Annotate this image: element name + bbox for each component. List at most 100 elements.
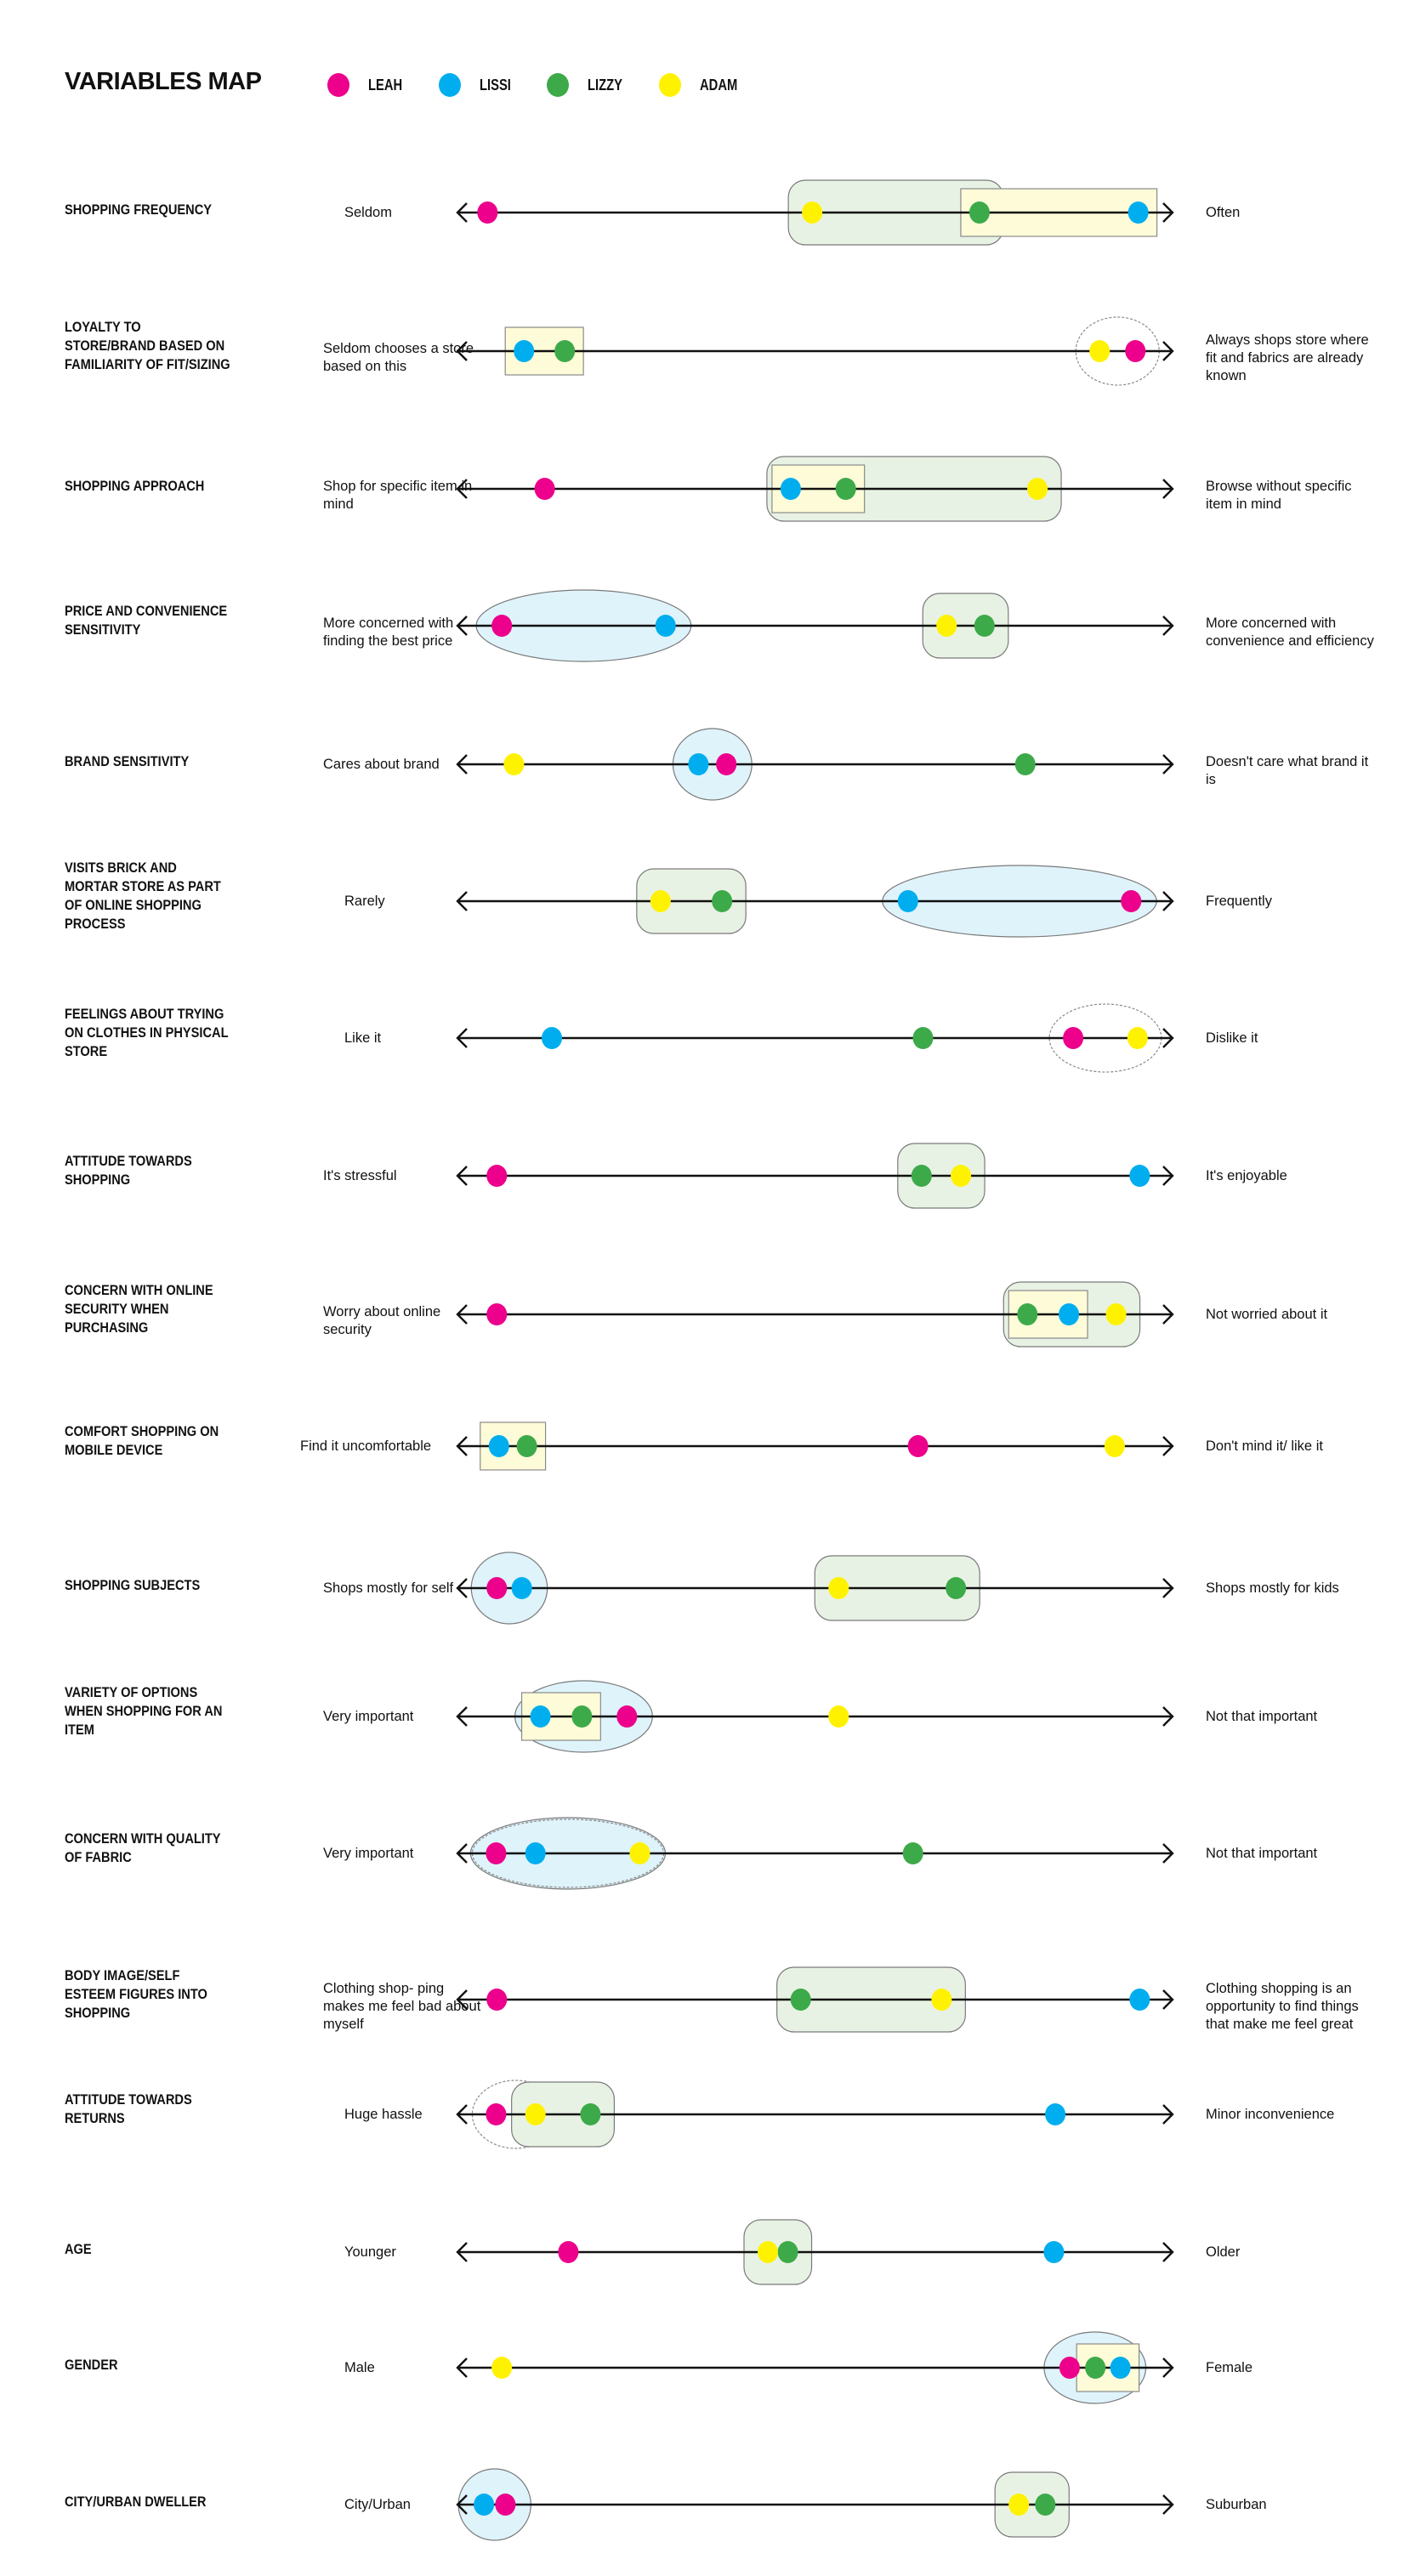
variable-label: ATTITUDE TOWARDS SHOPPING bbox=[65, 1153, 192, 1188]
variable-label: CONCERN WITH ONLINE SECURITY WHEN PURCHA… bbox=[65, 1282, 213, 1336]
legend-label: LIZZY bbox=[588, 76, 623, 94]
dot-lissi bbox=[1129, 1165, 1150, 1187]
left-arrow-icon bbox=[456, 2104, 468, 2125]
dot-adam bbox=[1105, 1303, 1127, 1325]
spectrum-row bbox=[456, 1680, 1174, 1753]
dot-lizzy bbox=[1017, 1303, 1038, 1325]
left-pole-label: Clothing shop- ping makes me feel bad ab… bbox=[323, 1980, 481, 2032]
left-arrow-icon bbox=[456, 891, 468, 911]
dot-lissi bbox=[655, 615, 676, 637]
variable-label: AGE bbox=[65, 2241, 92, 2257]
spectrum-row bbox=[456, 1421, 1174, 1471]
dot-lissi bbox=[474, 2494, 495, 2516]
dot-lissi bbox=[897, 890, 918, 912]
right-pole-label: Always shops store where fit and fabrics… bbox=[1206, 332, 1369, 383]
dot-adam bbox=[1127, 1027, 1148, 1049]
legend-item-leah: LEAH bbox=[327, 73, 410, 97]
right-pole-label: Often bbox=[1206, 204, 1241, 220]
dot-lissi bbox=[1045, 2103, 1066, 2125]
spectrum-row bbox=[456, 589, 1174, 662]
spectrum-row bbox=[456, 728, 1174, 801]
dot-leah bbox=[486, 1577, 508, 1599]
left-pole-label: Younger bbox=[344, 2244, 396, 2260]
dot-adam bbox=[936, 615, 957, 637]
right-pole-label: Shops mostly for kids bbox=[1206, 1580, 1339, 1596]
right-pole-label: Not worried about it bbox=[1206, 1306, 1328, 1322]
spectrum-row bbox=[456, 456, 1174, 522]
dot-lissi bbox=[1128, 201, 1149, 224]
left-arrow-icon bbox=[456, 1166, 468, 1186]
right-pole-label: It's enjoyable bbox=[1206, 1167, 1287, 1183]
left-pole-label: Male bbox=[344, 2359, 375, 2375]
spectrum-row bbox=[456, 1552, 1174, 1625]
left-pole-label: Cares about brand bbox=[323, 756, 440, 772]
dot-lizzy bbox=[554, 340, 576, 362]
dot-adam bbox=[1089, 340, 1110, 362]
variable-label: VISITS BRICK AND MORTAR STORE AS PART OF… bbox=[65, 860, 221, 932]
spectrum-row bbox=[456, 2219, 1174, 2285]
right-pole-label: Don't mind it/ like it bbox=[1206, 1438, 1323, 1454]
right-pole-label: Not that important bbox=[1206, 1845, 1318, 1861]
left-arrow-icon bbox=[456, 202, 468, 223]
dot-lissi bbox=[542, 1027, 563, 1049]
dot-adam bbox=[525, 2103, 546, 2125]
right-pole-label: Clothing shopping is an opportunity to f… bbox=[1206, 1980, 1359, 2032]
dot-lissi bbox=[514, 340, 535, 362]
dot-lizzy bbox=[1014, 753, 1036, 775]
right-arrow-icon bbox=[1162, 1436, 1174, 1456]
dot-lissi bbox=[511, 1577, 532, 1599]
dot-lizzy bbox=[1085, 2357, 1106, 2379]
left-arrow-icon bbox=[456, 2242, 468, 2262]
adam-dot-icon bbox=[659, 73, 682, 97]
dot-lizzy bbox=[580, 2103, 601, 2125]
dot-adam bbox=[828, 1577, 849, 1599]
right-pole-label: Older bbox=[1206, 2244, 1241, 2260]
right-pole-label: More concerned with convenience and effi… bbox=[1206, 616, 1374, 649]
dot-lissi bbox=[530, 1705, 551, 1728]
left-pole-label: Seldom chooses a store based on this bbox=[323, 341, 474, 374]
legend: LEAH LISSI LIZZY ADAM bbox=[327, 73, 775, 97]
spectrum-row bbox=[456, 1281, 1174, 1348]
left-pole-label: Shops mostly for self bbox=[323, 1580, 454, 1596]
dot-lizzy bbox=[974, 615, 995, 637]
spectrum-row bbox=[456, 1817, 1174, 1890]
dot-leah bbox=[491, 615, 513, 637]
dot-adam bbox=[951, 1165, 972, 1187]
right-arrow-icon bbox=[1162, 2104, 1174, 2125]
dot-leah bbox=[486, 1989, 508, 2011]
dot-leah bbox=[1125, 340, 1146, 362]
right-arrow-icon bbox=[1162, 616, 1174, 636]
variable-label: SHOPPING SUBJECTS bbox=[65, 1577, 201, 1593]
right-arrow-icon bbox=[1162, 341, 1174, 361]
variable-label: GENDER bbox=[65, 2357, 118, 2373]
right-pole-label: Doesn't care what brand it is bbox=[1206, 754, 1369, 787]
left-arrow-icon bbox=[456, 616, 468, 636]
left-arrow-icon bbox=[456, 2494, 468, 2515]
dot-adam bbox=[757, 2241, 778, 2263]
left-pole-label: More concerned with finding the best pri… bbox=[323, 616, 454, 649]
dot-lizzy bbox=[968, 201, 990, 224]
variable-label: VARIETY OF OPTIONS WHEN SHOPPING FOR AN … bbox=[65, 1684, 223, 1738]
left-arrow-icon bbox=[456, 1843, 468, 1864]
right-arrow-icon bbox=[1162, 754, 1174, 775]
spectrum-row bbox=[456, 2468, 1174, 2541]
dot-adam bbox=[503, 753, 525, 775]
dot-lizzy bbox=[712, 890, 733, 912]
right-arrow-icon bbox=[1162, 2494, 1174, 2515]
left-pole-label: Rarely bbox=[344, 893, 385, 909]
variable-label: CONCERN WITH QUALITY OF FABRIC bbox=[65, 1830, 221, 1865]
legend-label: ADAM bbox=[700, 76, 738, 94]
left-pole-label: Shop for specific item in mind bbox=[323, 479, 473, 512]
dot-leah bbox=[616, 1705, 638, 1728]
left-pole-label: Very important bbox=[323, 1845, 414, 1861]
variable-label: BODY IMAGE/SELF ESTEEM FIGURES INTO SHOP… bbox=[65, 1967, 207, 2021]
dot-adam bbox=[1104, 1435, 1125, 1457]
dot-lissi bbox=[688, 753, 709, 775]
dot-adam bbox=[931, 1989, 952, 2011]
dot-leah bbox=[486, 1165, 508, 1187]
spectrum-row bbox=[456, 179, 1174, 246]
legend-item-lizzy: LIZZY bbox=[547, 73, 630, 97]
dot-lizzy bbox=[1035, 2494, 1056, 2516]
variable-label: LOYALTY TO STORE/BRAND BASED ON FAMILIAR… bbox=[65, 319, 230, 372]
dot-lizzy bbox=[902, 1842, 923, 1864]
